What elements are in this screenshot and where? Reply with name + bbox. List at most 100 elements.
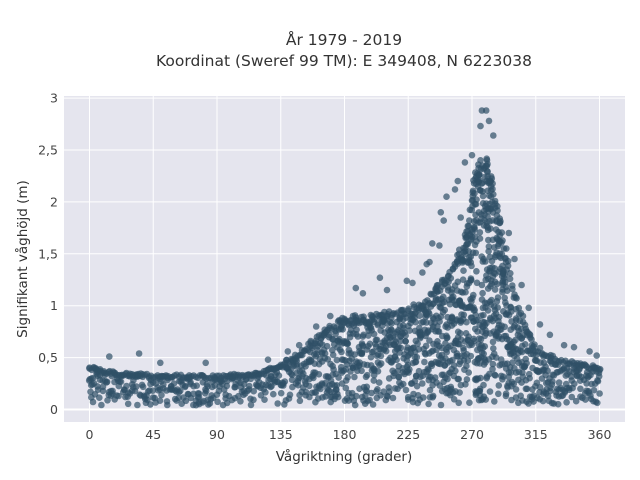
data-point (440, 371, 447, 379)
data-point (323, 342, 331, 350)
data-point (554, 400, 562, 408)
data-point (415, 346, 423, 353)
data-point (460, 311, 468, 319)
data-point (491, 286, 499, 293)
data-point (449, 356, 456, 364)
data-point (546, 331, 554, 339)
data-point (214, 398, 221, 406)
data-point (344, 340, 352, 347)
data-point (193, 382, 200, 390)
x-tick-label: 45 (145, 427, 161, 442)
data-point (463, 362, 470, 370)
data-point (389, 367, 396, 375)
data-point (397, 344, 405, 352)
data-point (480, 361, 488, 368)
data-point (451, 186, 459, 193)
data-point (491, 265, 499, 272)
data-point (526, 330, 533, 338)
x-tick-label: 225 (396, 427, 420, 442)
data-point (415, 367, 423, 375)
data-point (386, 388, 393, 395)
data-point (479, 188, 486, 195)
data-point (477, 374, 484, 382)
data-point (235, 392, 242, 400)
y-axis-ticks: 0 0,5 1 1,5 2 2,5 3 (38, 91, 58, 417)
data-point (288, 370, 295, 378)
data-point (383, 286, 391, 294)
data-point (264, 356, 272, 364)
data-point (484, 168, 491, 175)
data-point (406, 327, 413, 334)
data-point (124, 400, 132, 408)
data-point (513, 295, 520, 302)
x-axis-ticks: 0 45 90 135 180 225 270 315 360 (86, 427, 612, 442)
data-point (395, 373, 403, 381)
data-point (450, 362, 458, 369)
data-point (468, 151, 476, 159)
data-point (413, 382, 421, 390)
data-point (406, 351, 413, 359)
data-point (351, 351, 359, 358)
data-point (484, 307, 492, 314)
data-point (509, 285, 516, 293)
chart-title-line-2: Koordinat (Sweref 99 TM): E 349408, N 62… (156, 52, 532, 70)
data-point (377, 352, 385, 360)
data-point (568, 393, 576, 401)
data-point (583, 380, 590, 387)
data-point (536, 321, 544, 328)
data-point (414, 392, 422, 399)
data-point (463, 376, 471, 383)
data-point (495, 382, 503, 389)
data-point (133, 383, 140, 390)
data-point (431, 374, 439, 381)
data-point (344, 374, 352, 381)
data-point (454, 177, 462, 185)
data-point (247, 401, 255, 409)
data-point (409, 279, 416, 287)
data-point (367, 353, 375, 361)
data-point (312, 323, 320, 330)
x-tick-label: 135 (269, 427, 293, 442)
data-point (502, 390, 510, 398)
data-point (135, 350, 143, 357)
data-point (489, 338, 497, 346)
data-point (363, 371, 371, 379)
data-point (473, 196, 480, 203)
data-point (504, 257, 512, 265)
data-point (482, 107, 490, 114)
data-point (327, 312, 334, 320)
data-point (531, 357, 539, 364)
data-point (275, 372, 283, 379)
data-point (515, 304, 523, 312)
data-point (503, 287, 511, 295)
data-point (489, 185, 496, 193)
data-point (455, 399, 463, 407)
data-point (277, 389, 285, 397)
data-point (474, 316, 481, 324)
data-point (358, 349, 366, 356)
data-points (85, 107, 604, 409)
data-point (461, 159, 469, 166)
data-point (338, 348, 345, 356)
data-point (594, 399, 601, 407)
data-point (481, 343, 489, 350)
data-point (411, 310, 418, 318)
data-point (467, 352, 475, 360)
data-point (310, 374, 317, 382)
data-point (306, 382, 313, 390)
data-point (359, 290, 367, 297)
data-point (373, 388, 380, 395)
data-point (402, 338, 409, 345)
data-point (388, 320, 395, 327)
x-tick-label: 180 (333, 427, 357, 442)
data-point (402, 332, 410, 339)
data-point (333, 356, 341, 364)
data-point (480, 311, 487, 319)
data-point (437, 209, 445, 216)
data-point (476, 229, 484, 236)
data-point (450, 396, 458, 403)
data-point (523, 385, 531, 393)
data-point (536, 344, 544, 352)
data-point (437, 401, 445, 409)
data-point (482, 258, 489, 265)
